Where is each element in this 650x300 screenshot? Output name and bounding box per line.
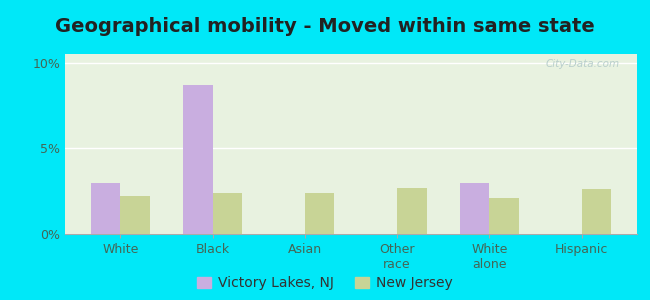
Bar <box>305 193 334 234</box>
Bar <box>183 85 213 234</box>
Legend: Victory Lakes, NJ, New Jersey: Victory Lakes, NJ, New Jersey <box>198 276 452 290</box>
Bar <box>213 193 242 234</box>
Bar <box>397 188 426 234</box>
Text: Geographical mobility - Moved within same state: Geographical mobility - Moved within sam… <box>55 17 595 36</box>
Bar <box>120 196 150 234</box>
Bar <box>582 189 611 234</box>
Bar <box>91 183 120 234</box>
Bar <box>489 198 519 234</box>
Bar <box>460 183 489 234</box>
Text: City-Data.com: City-Data.com <box>546 59 620 69</box>
